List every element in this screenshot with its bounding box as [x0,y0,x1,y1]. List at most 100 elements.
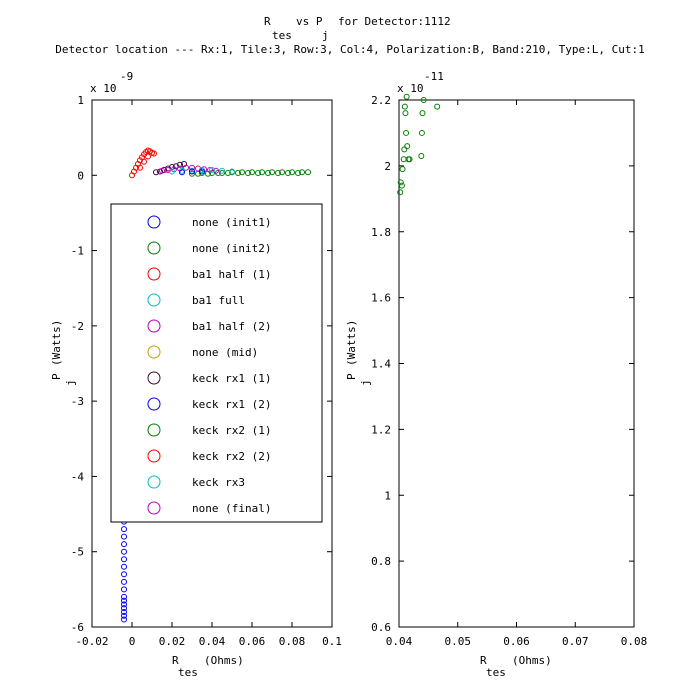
left-data-point [121,597,127,604]
left-data-point [121,612,127,619]
right-data-point [420,97,427,103]
left-y-tick-label: -2 [71,320,84,333]
left-x-label-sub: tes [178,666,198,679]
left-data-point [305,169,311,176]
left-data-point [153,169,159,176]
left-data-point [121,541,127,548]
left-data-point [265,170,271,177]
legend-label: none (init2) [192,242,271,255]
right-y-tick-label: 1 [384,489,391,502]
legend-marker [147,319,161,333]
right-y-exponent-power: -11 [424,70,444,83]
legend-label: keck rx1 (1) [192,372,271,385]
legend-label: ba1 half (2) [192,320,271,333]
left-data-point [229,168,235,175]
legend-marker [147,501,161,515]
left-data-point [121,533,127,540]
legend-label: none (init1) [192,216,271,229]
left-data-point [299,169,305,176]
left-data-point [121,578,127,585]
left-data-point [269,169,275,176]
left-data-point [209,167,215,174]
right-y-tick-label: 1.8 [371,226,391,239]
right-x-tick-label: 0.07 [562,635,589,648]
right-y-label: P j (Watts) [345,320,372,386]
right-y-tick-label: 1.4 [371,358,391,371]
left-data-point [121,548,127,555]
left-data-point [183,164,189,171]
legend: none (init1) none (init2) ba1 half (1) ba1 … [110,203,323,523]
left-data-point [121,608,127,615]
legend-label: keck rx3 [192,476,245,489]
left-data-point [137,164,143,171]
legend-label: none (final) [192,502,271,515]
right-y-label-unit: (Watts) [345,320,358,366]
left-data-point [255,170,261,177]
title-sub-j: j [322,29,329,42]
left-y-tick-label: -5 [71,546,84,559]
right-y-tick-label: 0.8 [371,555,391,568]
right-data-point [418,129,425,136]
left-data-point [189,164,195,171]
right-x-tick-label: 0.04 [386,635,413,648]
left-x-tick-label: 0.08 [279,635,306,648]
left-plot-panel: x 10 -9 -0.02 0 0.02 0.04 0.06 0.08 0.1 -6 -5 -4… [50,70,342,679]
left-data-point [121,616,127,623]
left-data-point [179,169,185,176]
left-data-point [219,167,225,174]
left-data-point [199,168,205,175]
right-x-tick-label: 0.05 [445,635,472,648]
left-data-point [259,169,265,176]
legend-marker [147,293,161,307]
right-data-point [398,182,405,189]
legend-marker [147,423,161,437]
left-y-label: P j (Watts) [50,320,77,386]
left-x-ticks: -0.02 0 0.02 0.04 0.06 0.08 0.1 [75,100,342,648]
right-y-tick-label: 0.6 [371,621,391,634]
right-x-label-unit: (Ohms) [512,654,552,667]
right-y-tick-label: 1.6 [371,292,391,305]
left-data-point [249,169,255,176]
right-x-label-main: R [480,654,487,667]
legend-marker [147,475,161,489]
left-y-exponent-power: -9 [120,70,133,83]
right-plot-frame [398,99,635,628]
left-y-tick-label: 1 [77,94,84,107]
left-data-point [235,170,241,177]
title-r: R [264,15,271,28]
right-data-point [397,189,404,196]
right-plot-panel: x 10 -11 0.04 0.05 0.06 0.07 0.08 0.6 0.8 1 1.2… [345,70,647,679]
right-y-tick-label: 2 [384,160,391,173]
left-data-point [121,593,127,600]
right-data-point [401,146,408,153]
left-data-point [151,150,157,157]
left-data-point [279,169,285,176]
left-data-point [275,170,281,177]
right-data-point [419,110,426,117]
right-data-points [397,93,441,196]
left-data-point [289,169,295,176]
left-y-exponent: x 10 [90,82,117,95]
left-x-tick-label: 0.02 [159,635,186,648]
right-y-label-sub: j [359,379,372,386]
title-detector-location: Detector location --- Rx:1, Tile:3, Row:… [55,43,644,56]
legend-marker [147,241,161,255]
left-data-point [121,605,127,612]
legend-marker [147,345,161,359]
legend-label: keck rx2 (1) [192,424,271,437]
right-x-label: R tes (Ohms) [480,654,552,679]
left-x-tick-label: 0.1 [322,635,342,648]
left-x-tick-label: -0.02 [75,635,108,648]
left-data-point [121,571,127,578]
right-data-point [434,103,441,110]
legend-marker [147,371,161,385]
left-x-tick-label: 0 [129,635,136,648]
right-data-point [397,179,404,186]
left-data-point [177,161,183,168]
left-y-tick-label: -4 [71,470,85,483]
left-data-point [189,168,195,175]
left-data-point [121,556,127,563]
left-data-point [213,167,219,174]
legend-label: none (mid) [192,346,258,359]
